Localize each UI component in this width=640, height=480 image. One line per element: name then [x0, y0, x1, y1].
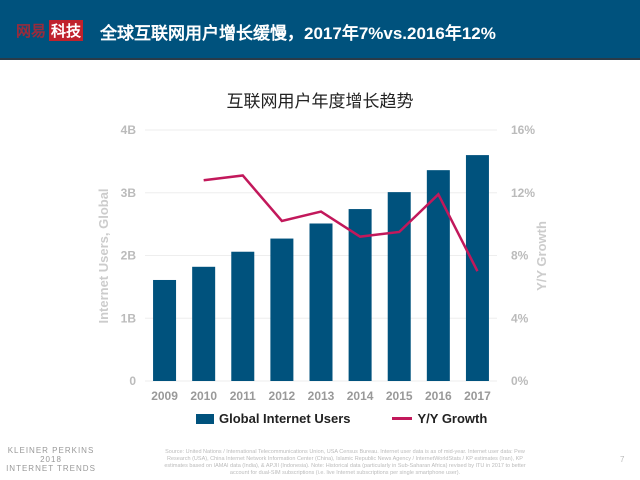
y2-axis-label: Y/Y Growth: [534, 221, 549, 291]
x-tick-label: 2015: [386, 389, 413, 403]
y2-tick-label: 16%: [511, 123, 535, 137]
kleiner-perkins-logo: KLEINER PERKINS 2018 INTERNET TRENDS: [6, 446, 96, 473]
bar-2016: [426, 170, 450, 381]
y-axis-label: Internet Users, Global: [96, 188, 111, 323]
y-tick-label: 4B: [121, 123, 137, 137]
y2-tick-label: 4%: [511, 311, 529, 325]
x-tick-label: 2013: [308, 389, 335, 403]
x-tick-label: 2017: [464, 389, 491, 403]
x-tick-label: 2009: [151, 389, 178, 403]
y-tick-label: 0: [129, 374, 136, 388]
netease-tech-logo: 网易 科技: [16, 20, 84, 41]
x-tick-label: 2014: [347, 389, 374, 403]
y-tick-label: 2B: [121, 249, 137, 263]
page-number: 7: [620, 455, 625, 464]
legend-label-users: Global Internet Users: [219, 411, 351, 426]
bar-2009: [153, 279, 177, 381]
legend-label-growth: Y/Y Growth: [417, 411, 488, 426]
y2-tick-label: 8%: [511, 249, 529, 263]
y-tick-label: 3B: [121, 186, 137, 200]
bar-2010: [192, 266, 216, 381]
x-tick-label: 2011: [230, 389, 256, 403]
legend: Global Internet Users Y/Y Growth: [196, 411, 487, 426]
slide-title: 全球互联网用户增长缓慢，2017年7%vs.2016年12%: [100, 24, 496, 43]
bar-2013: [309, 223, 333, 381]
bar-2014: [348, 209, 372, 381]
legend-swatch-growth: [392, 417, 413, 420]
header-bar: 网易 科技 全球互联网用户增长缓慢，2017年7%vs.2016年12%: [0, 0, 640, 60]
y2-tick-label: 12%: [511, 186, 535, 200]
source-note: Source: United Nations / International T…: [164, 449, 526, 476]
brand-line: 2018: [40, 455, 62, 464]
bar-2015: [387, 192, 411, 381]
bar-2012: [270, 238, 294, 381]
growth-line: [203, 174, 479, 272]
y-tick-label: 1B: [121, 311, 137, 325]
y2-tick-label: 0%: [511, 374, 529, 388]
logo-badge: 科技: [49, 20, 84, 41]
brand-line: KLEINER PERKINS: [7, 446, 95, 455]
chart-title: 互联网用户年度增长趋势: [226, 92, 414, 111]
brand-line: INTERNET TRENDS: [6, 464, 96, 473]
x-tick-label: 2016: [425, 389, 452, 403]
x-tick-label: 2012: [269, 389, 296, 403]
legend-swatch-users: [196, 413, 214, 424]
logo-text: 网易: [16, 23, 47, 40]
bar-2011: [231, 251, 255, 381]
bar-2017: [465, 155, 489, 381]
x-tick-label: 2010: [190, 389, 217, 403]
